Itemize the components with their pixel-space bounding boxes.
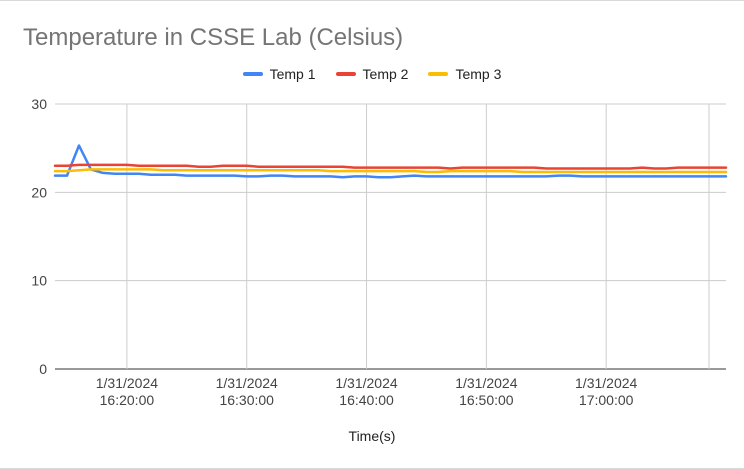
x-axis-title: Time(s) — [348, 428, 396, 444]
legend-swatch-temp-3 — [428, 72, 449, 76]
x-tick-label-time: 17:00:00 — [579, 392, 634, 408]
x-tick-label-date: 1/31/2024 — [335, 375, 397, 391]
legend: Temp 1 Temp 2 Temp 3 — [0, 64, 744, 84]
legend-item-temp-3[interactable]: Temp 3 — [428, 66, 501, 82]
series-line-temp-1 — [53, 144, 728, 179]
legend-item-temp-1[interactable]: Temp 1 — [242, 66, 316, 82]
x-tick-label-time: 16:20:00 — [100, 392, 155, 408]
y-tick-label: 0 — [39, 361, 47, 377]
legend-label-temp-2: Temp 2 — [362, 66, 409, 82]
legend-swatch-temp-1 — [242, 72, 263, 76]
chart-title: Temperature in CSSE Lab (Celsius) — [23, 24, 404, 51]
legend-label-temp-3: Temp 3 — [455, 66, 502, 82]
series-line-temp-3 — [53, 168, 728, 174]
x-tick-label-time: 16:50:00 — [459, 392, 514, 408]
y-tick-label: 10 — [31, 273, 47, 289]
x-tick-label-date: 1/31/2024 — [575, 375, 637, 391]
y-tick-label: 20 — [31, 184, 47, 200]
x-tick-label-time: 16:40:00 — [339, 392, 394, 408]
legend-label-temp-1: Temp 1 — [269, 66, 316, 82]
legend-item-temp-2[interactable]: Temp 2 — [335, 66, 409, 82]
y-tick-label: 30 — [31, 96, 47, 112]
legend-swatch-temp-2 — [335, 72, 356, 76]
x-tick-label-date: 1/31/2024 — [96, 375, 158, 391]
x-tick-label-time: 16:30:00 — [219, 392, 274, 408]
series-line-temp-2 — [53, 163, 728, 170]
x-tick-label-date: 1/31/2024 — [455, 375, 517, 391]
x-tick-label-date: 1/31/2024 — [216, 375, 278, 391]
